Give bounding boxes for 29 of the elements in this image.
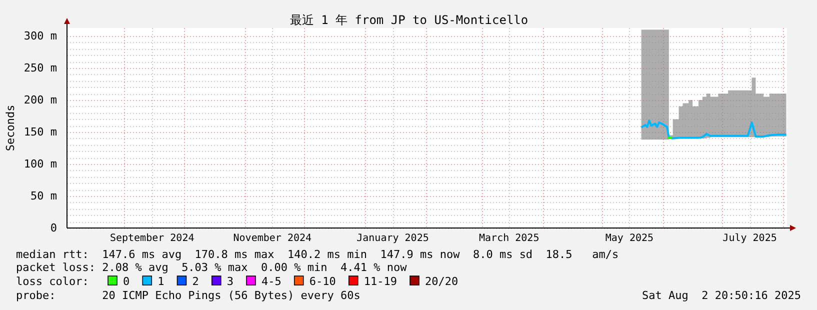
- line-series: [640, 119, 788, 140]
- y-tick-label: 50 m: [30, 190, 58, 203]
- legend-label: 3: [226, 275, 234, 288]
- x-tick-label: November 2024: [233, 233, 312, 244]
- legend-label: 4-5: [262, 275, 282, 288]
- legend-title: loss color:: [16, 275, 89, 288]
- x-tick-label: March 2025: [479, 233, 540, 244]
- y-tick-label: 250 m: [24, 62, 58, 75]
- text: probe: 20 ICMP Echo Pings (56 Bytes) every 60s: [16, 289, 360, 302]
- text: packet loss: 2.08 % avg 5.03 % max 0.00 % min 4.41 % now: [16, 261, 408, 274]
- x-tick-label: September 2024: [110, 233, 194, 244]
- x-tick-label: May 2025: [605, 233, 654, 244]
- legend-label: 11-19: [364, 275, 397, 288]
- x-tick-label: July 2025: [722, 233, 777, 244]
- y-tick-label: 300 m: [24, 30, 58, 43]
- chart-title: 最近 1 年 from JP to US-Monticello: [290, 13, 528, 27]
- y-axis-title: Seconds: [4, 104, 17, 152]
- y-tick-label: 0: [50, 222, 57, 235]
- text: median rtt: 147.6 ms avg 170.8 ms max 140.2 ms min 147.9 ms now 8.0 ms sd 18.5 am/s: [16, 248, 619, 261]
- y-tick-label: 100 m: [24, 158, 58, 171]
- x-tick-label: January 2025: [356, 233, 429, 244]
- legend-label: 6-10: [309, 275, 336, 288]
- y-tick-label: 200 m: [24, 94, 58, 107]
- legend-label: 1: [158, 275, 164, 288]
- legend-label: 0: [123, 275, 130, 288]
- legend-label: 20/20: [425, 275, 458, 288]
- y-tick-label: 150 m: [24, 126, 58, 139]
- text: Sat Aug 2 20:50:16 2025: [642, 289, 801, 302]
- legend-label: 2: [192, 275, 199, 288]
